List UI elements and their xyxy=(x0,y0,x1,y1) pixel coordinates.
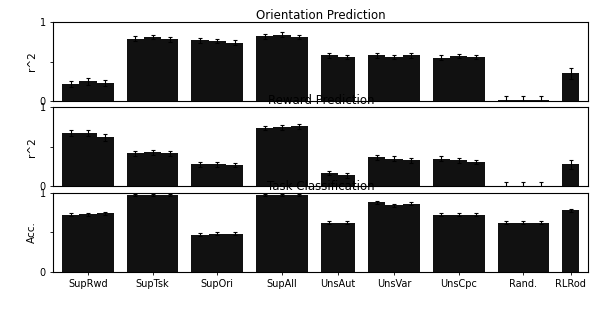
Bar xyxy=(562,164,579,186)
Bar xyxy=(144,153,161,186)
Y-axis label: r^2: r^2 xyxy=(27,137,37,157)
Bar xyxy=(273,195,290,272)
Bar xyxy=(191,164,208,186)
Bar xyxy=(321,173,338,186)
Bar xyxy=(403,204,420,272)
Bar xyxy=(80,133,97,186)
Title: Task Classification: Task Classification xyxy=(267,180,375,193)
Bar xyxy=(62,133,80,186)
Bar xyxy=(161,195,178,272)
Bar xyxy=(256,128,273,186)
Bar xyxy=(321,223,338,272)
Bar xyxy=(433,215,450,272)
Bar xyxy=(368,55,386,101)
Bar xyxy=(290,195,308,272)
Bar xyxy=(208,164,226,186)
Bar xyxy=(161,153,178,186)
Bar xyxy=(433,159,450,186)
Bar xyxy=(256,36,273,101)
Bar xyxy=(191,234,208,272)
Bar xyxy=(97,213,114,272)
Bar xyxy=(338,57,355,101)
Bar xyxy=(226,43,243,101)
Bar xyxy=(368,202,386,272)
Bar xyxy=(191,40,208,101)
Bar xyxy=(562,210,579,272)
Bar xyxy=(450,56,467,101)
Bar xyxy=(97,83,114,101)
Bar xyxy=(144,37,161,101)
Bar xyxy=(62,84,80,101)
Bar xyxy=(368,157,386,186)
Y-axis label: Acc.: Acc. xyxy=(27,221,37,243)
Bar xyxy=(321,55,338,101)
Bar xyxy=(515,100,532,101)
Bar xyxy=(80,81,97,101)
Bar xyxy=(450,161,467,186)
Bar xyxy=(208,234,226,272)
Bar xyxy=(532,100,549,101)
Bar xyxy=(467,162,485,186)
Bar xyxy=(273,127,290,186)
Bar xyxy=(256,195,273,272)
Bar xyxy=(562,74,579,101)
Bar xyxy=(338,223,355,272)
Y-axis label: r^2: r^2 xyxy=(27,52,37,71)
Bar xyxy=(208,41,226,101)
Bar xyxy=(498,223,515,272)
Bar xyxy=(498,100,515,101)
Bar xyxy=(97,137,114,186)
Bar xyxy=(62,215,80,272)
Bar xyxy=(127,39,144,101)
Bar xyxy=(403,55,420,101)
Bar xyxy=(386,205,403,272)
Bar xyxy=(433,58,450,101)
Bar xyxy=(467,215,485,272)
Bar xyxy=(467,57,485,101)
Bar xyxy=(127,153,144,186)
Bar xyxy=(386,57,403,101)
Bar xyxy=(290,126,308,186)
Bar xyxy=(127,195,144,272)
Bar xyxy=(80,214,97,272)
Bar xyxy=(338,175,355,186)
Bar xyxy=(273,35,290,101)
Bar xyxy=(161,40,178,101)
Bar xyxy=(144,195,161,272)
Bar xyxy=(515,223,532,272)
Bar xyxy=(386,159,403,186)
Bar xyxy=(226,234,243,272)
Title: Orientation Prediction: Orientation Prediction xyxy=(256,9,386,22)
Bar xyxy=(403,161,420,186)
Title: Reward Prediction: Reward Prediction xyxy=(267,94,374,107)
Bar xyxy=(226,165,243,186)
Bar xyxy=(450,215,467,272)
Bar xyxy=(532,223,549,272)
Bar xyxy=(290,37,308,101)
